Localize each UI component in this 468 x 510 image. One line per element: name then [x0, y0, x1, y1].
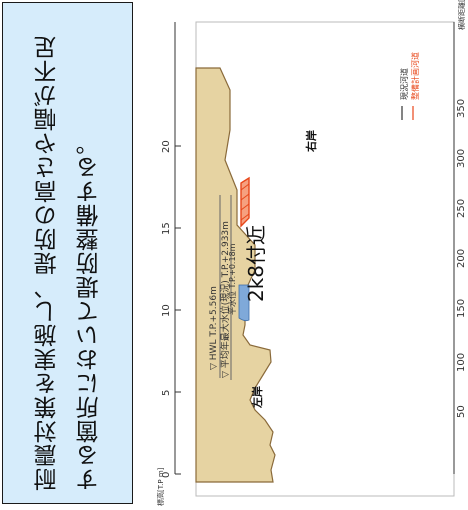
distance-tick-300: 300 — [456, 149, 467, 168]
elevation-tick-20: 20 — [161, 140, 172, 153]
avg-max-label: ▽ 平均年最大水位(現況) T.P.+2.933m — [219, 221, 231, 378]
distance-tick-200: 200 — [456, 249, 467, 268]
explanation-text: 耐震対策を実施し、堤防の高さや幅が不足する箇所において堤防整備する。 — [35, 35, 103, 491]
legend-current-label: 現況河道 — [399, 68, 409, 100]
distance-tick-50: 50 — [456, 405, 467, 418]
elevation-tick-10: 10 — [161, 304, 172, 317]
elevation-tick-5: 5 — [161, 390, 172, 396]
elevation-axis-label: 標高[T.P m] — [156, 467, 165, 506]
explanation-box: 耐震対策を実施し、堤防の高さや幅が不足する箇所において堤防整備する。 — [2, 2, 133, 504]
elevation-tick-0: 0 — [161, 472, 172, 478]
planned-levee-section — [240, 176, 250, 228]
hwl-label: ▽ HWL T.P.+5.56m — [209, 286, 219, 370]
elevation-axis: 0 5 10 15 20 標高[T.P m] — [156, 22, 181, 506]
distance-tick-350: 350 — [456, 99, 467, 118]
legend-planned-label: 整備計画河道 — [410, 52, 420, 100]
cross-section-svg: ▽ HWL T.P.+5.56m ▽ 平均年最大水位(現況) T.P.+2.93… — [156, 0, 467, 506]
distance-tick-150: 150 — [456, 299, 467, 318]
cross-section-diagram: ▽ HWL T.P.+5.56m ▽ 平均年最大水位(現況) T.P.+2.93… — [155, 0, 468, 506]
legend: 現況河道 整備計画河道 — [399, 52, 420, 120]
avg-water-label: 平水位 T.P.+0.18m — [227, 243, 237, 315]
distance-tick-250: 250 — [456, 199, 467, 218]
river-water — [238, 284, 250, 322]
location-label: 2k8付近 — [244, 225, 268, 302]
ground-profile — [195, 67, 276, 483]
distance-axis: 50 100 150 200 250 300 350 横断距離[m] — [453, 0, 467, 474]
distance-axis-label: 横断距離[m] — [457, 0, 466, 30]
distance-tick-100: 100 — [456, 353, 467, 372]
left-bank-label: 左岸 — [250, 386, 264, 409]
right-bank-label: 右岸 — [304, 130, 318, 153]
elevation-tick-15: 15 — [161, 222, 172, 235]
